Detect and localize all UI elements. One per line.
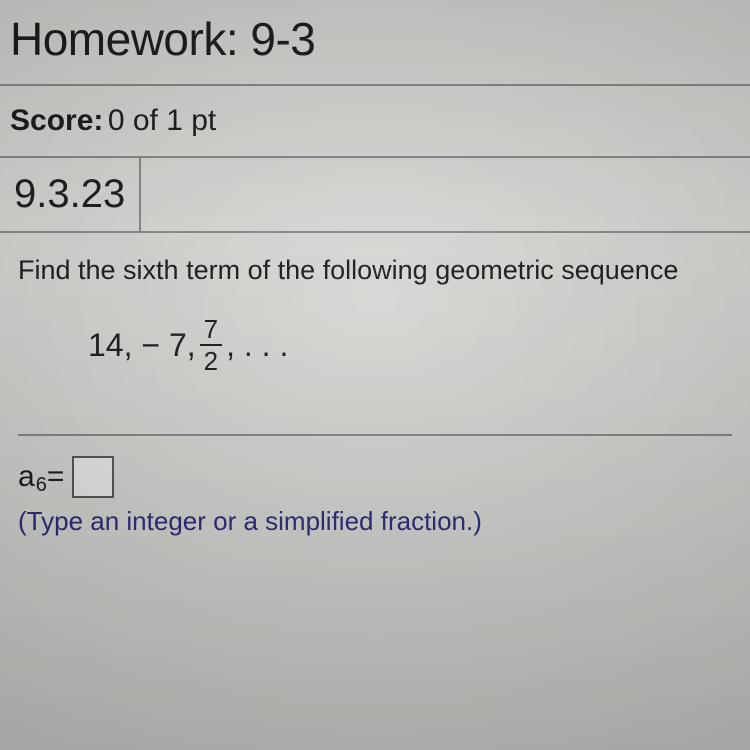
sequence-suffix: , . . . xyxy=(226,327,288,364)
question-section: Find the sixth term of the following geo… xyxy=(0,233,750,424)
score-label: Score: xyxy=(10,104,103,137)
sequence-display: 14, − 7, 7 2 , . . . xyxy=(18,286,732,404)
sequence-prefix: 14, − 7, xyxy=(88,327,196,364)
fraction-numerator: 7 xyxy=(200,316,222,344)
answer-section: a 6 = (Type an integer or a simplified f… xyxy=(0,436,750,557)
equals-sign: = xyxy=(47,460,65,494)
score-section: Score: 0 of 1 pt xyxy=(0,86,750,158)
fraction: 7 2 xyxy=(200,316,222,374)
problem-number-section: 9.3.23 xyxy=(0,158,750,233)
answer-instruction: (Type an integer or a simplified fractio… xyxy=(18,506,732,537)
problem-number: 9.3.23 xyxy=(0,158,141,231)
score-value: 0 of 1 pt xyxy=(108,104,216,137)
question-text: Find the sixth term of the following geo… xyxy=(18,255,732,286)
page-title: Homework: 9-3 xyxy=(10,12,740,66)
answer-subscript: 6 xyxy=(36,474,47,497)
answer-input[interactable] xyxy=(72,456,114,498)
fraction-denominator: 2 xyxy=(200,344,222,374)
answer-variable: a xyxy=(18,460,35,494)
title-section: Homework: 9-3 xyxy=(0,0,750,86)
answer-line: a 6 = xyxy=(18,456,732,498)
